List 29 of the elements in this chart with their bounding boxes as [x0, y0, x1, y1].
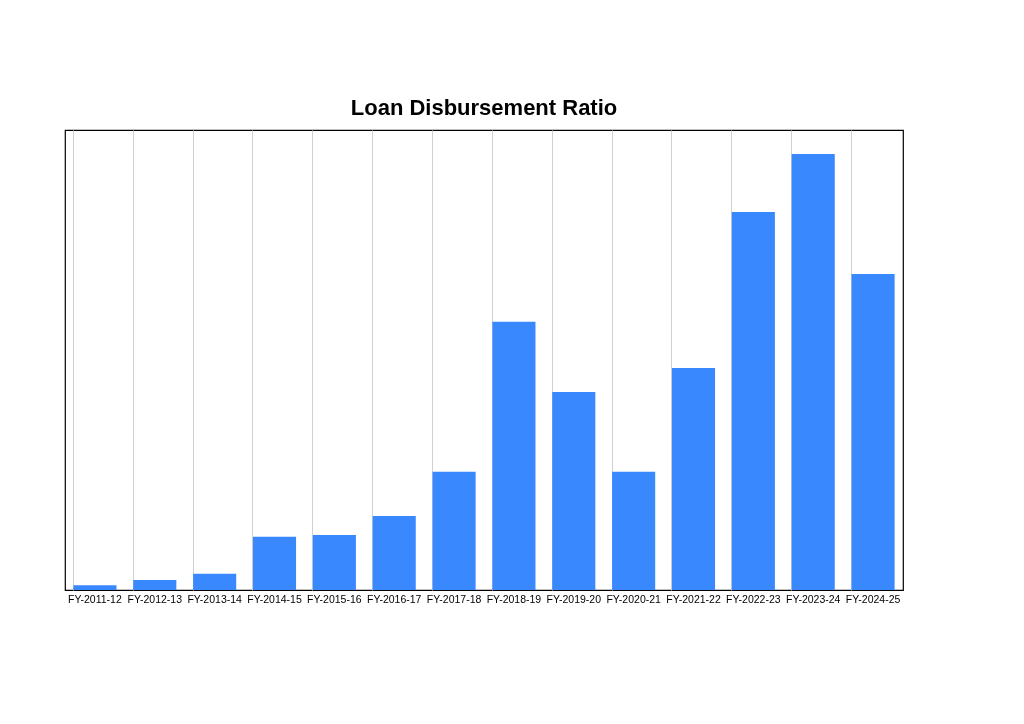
- bar: [372, 515, 416, 590]
- bar: [552, 392, 596, 590]
- x-tick-label: FY-2019-20: [546, 592, 602, 605]
- chart-title: Loan Disbursement Ratio: [350, 95, 618, 120]
- x-tick-label: FY-2022-23: [726, 592, 781, 605]
- bar: [432, 471, 476, 590]
- bar: [252, 536, 297, 590]
- x-tick-label: FY-2020-21: [606, 592, 662, 605]
- x-tick-label: FY-2018-19: [486, 592, 542, 605]
- bar: [193, 573, 237, 590]
- bar: [133, 579, 177, 590]
- bar: [851, 273, 895, 590]
- x-tick-label: FY-2023-24: [785, 592, 841, 605]
- bar: [671, 368, 716, 590]
- bar: [312, 535, 356, 590]
- bar: [73, 585, 117, 590]
- x-tick-label: FY-2017-18: [426, 592, 482, 605]
- x-tick-label: FY-2024-25: [845, 592, 901, 605]
- x-tick-label: FY-2016-17: [366, 592, 422, 605]
- bar: [492, 321, 536, 590]
- bar: [731, 211, 775, 590]
- x-tick-label: FY-2015-16: [307, 592, 362, 605]
- x-tick-label: FY-2012-13: [127, 592, 183, 605]
- x-tick-label: FY-2014-15: [247, 592, 302, 605]
- bar: [791, 153, 835, 590]
- bar: [612, 471, 656, 590]
- x-tick-label: FY-2013-14: [187, 592, 243, 605]
- x-tick-label: FY-2021-22: [666, 592, 721, 605]
- x-tick-label: FY-2011-12: [68, 592, 122, 605]
